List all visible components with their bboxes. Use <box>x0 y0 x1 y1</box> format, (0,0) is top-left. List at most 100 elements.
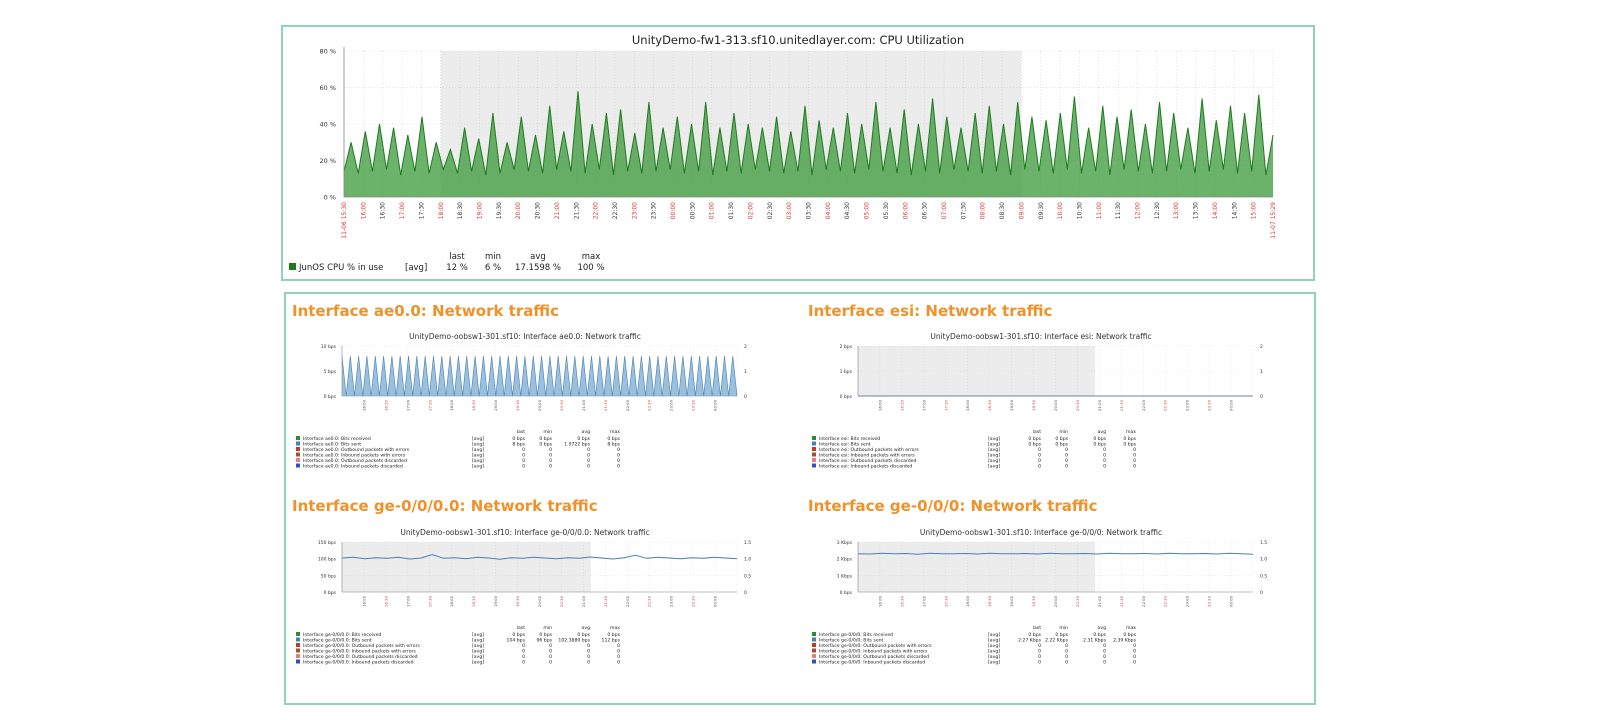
x-tick-label: 11:30 <box>1115 202 1122 219</box>
x-tick-label: 00:30 <box>689 202 696 219</box>
legend-value: 8 bps <box>607 442 620 448</box>
legend-value: 0 <box>1103 649 1106 655</box>
cpu-utilization-panel: UnityDemo-fw1-313.sf10.unitedlayer.com: … <box>281 25 1315 281</box>
y-right-tick-label: 1.5 <box>1260 540 1267 546</box>
legend-series-name: Interface ge-0/0/0.0: Bits received <box>303 632 382 638</box>
x-tick-label: 16:00 <box>877 399 882 411</box>
x-tick-label: 21:00 <box>554 202 561 219</box>
legend-value: 0 <box>587 660 590 666</box>
x-tick-label: 21:00 <box>581 595 586 607</box>
legend-value: 0 <box>1103 447 1106 453</box>
x-tick-label: 01:00 <box>709 202 716 219</box>
x-tick-label: 16:30 <box>899 595 904 607</box>
x-tick-label: 19:00 <box>476 202 483 219</box>
x-tick-label: 22:00 <box>593 202 600 219</box>
legend-value: 0 bps <box>577 436 590 442</box>
x-tick-label: 23:30 <box>691 595 696 607</box>
legend-series-name: Interface ae0.0: Outbound packets discar… <box>303 458 407 464</box>
x-tick-label: 20:00 <box>1053 399 1058 411</box>
legend-value: 0 bps <box>1055 442 1068 448</box>
legend-agg: [avg] <box>988 638 1000 644</box>
legend-value: 0 bps <box>539 632 552 638</box>
graph-title: UnityDemo-oobsw1-301.sf10: Interface ae0… <box>409 332 641 341</box>
legend-swatch <box>296 632 300 636</box>
legend-value: 0 bps <box>1093 436 1106 442</box>
graph-esi: UnityDemo-oobsw1-301.sf10: Interface esi… <box>806 330 1276 490</box>
y-tick-label: 1 bps <box>840 369 853 375</box>
legend-swatch <box>289 263 296 270</box>
legend-value: 0 <box>587 464 590 470</box>
legend-header: avg <box>1098 430 1107 435</box>
y-right-tick-label: 2 <box>1260 344 1263 350</box>
legend-header: last <box>517 625 525 631</box>
x-end-label: 11-07 15:29 <box>1270 202 1277 239</box>
legend-value: 0 <box>1065 654 1068 660</box>
legend-value: 0 <box>617 654 620 660</box>
legend-header: min <box>1059 625 1068 631</box>
x-tick-label: 05:30 <box>883 202 890 219</box>
legend-agg: [avg] <box>988 442 1000 448</box>
legend-value: 0 bps <box>1123 436 1136 442</box>
x-tick-label: 18:00 <box>965 595 970 607</box>
legend-value: 0 <box>549 464 552 470</box>
series-line <box>341 554 738 560</box>
legend-value: 0 <box>522 660 525 666</box>
x-tick-label: 10:00 <box>1057 202 1064 219</box>
legend-agg: [avg] <box>472 458 484 464</box>
legend-value: 2.31 Kbps <box>1083 638 1107 644</box>
x-tick-label: 22:00 <box>625 595 630 607</box>
legend-swatch <box>296 637 300 642</box>
x-tick-label: 21:30 <box>603 595 608 607</box>
x-tick-label: 20:00 <box>537 595 542 607</box>
x-tick-label: 23:00 <box>1185 399 1190 411</box>
x-tick-label: 17:30 <box>418 202 425 219</box>
legend-swatch <box>296 458 300 462</box>
legend-agg: [avg] <box>988 464 1000 470</box>
legend-swatch <box>812 643 816 647</box>
y-tick-label: 3 Kbps <box>837 540 853 546</box>
x-tick-label: 22:30 <box>647 399 652 411</box>
x-tick-label: 08:00 <box>980 202 987 219</box>
x-tick-label: 18:00 <box>449 399 454 411</box>
legend-value: 96 bps <box>536 638 552 644</box>
traffic-chart: 0 bps 1 Kbps 2 Kbps 3 Kbps 0 0.5 1.0 1.5 16:00 16… <box>812 540 1267 666</box>
x-tick-label: 20:30 <box>1075 399 1080 411</box>
legend-value: 0 <box>522 453 525 459</box>
legend-header: last <box>517 429 525 435</box>
legend-agg: [avg] <box>472 649 484 655</box>
legend-header: avg <box>530 252 546 262</box>
legend-header: min <box>485 252 501 262</box>
x-tick-label: 06:00 <box>902 202 909 219</box>
legend-agg: [avg] <box>988 643 1000 649</box>
x-tick-label: 20:30 <box>1075 595 1080 607</box>
legend-series-name: Interface ge-0/0/0.0: Inbound packets wi… <box>303 649 416 655</box>
x-tick-label: 15:00 <box>1251 202 1258 219</box>
y-right-tick-label: 1.0 <box>1260 557 1267 563</box>
legend-series-name: Interface ge-0/0/0: Bits sent <box>819 638 884 644</box>
legend-agg: [avg] <box>988 632 1000 638</box>
legend-swatch <box>812 648 816 653</box>
legend-value: 0 <box>587 453 590 459</box>
x-tick-label: 17:00 <box>399 202 406 219</box>
legend-agg: [avg] <box>988 660 1000 666</box>
legend-value: 100 % <box>577 263 604 273</box>
legend-header: avg <box>582 430 591 435</box>
legend-swatch <box>296 659 300 664</box>
y-tick-label: 1 Kbps <box>837 573 853 579</box>
section-title-ge-0-0-0-0: Interface ge-0/0/0.0: Network traffic <box>292 497 598 515</box>
cpu-utilization-chart: 0 % 20 % 40 % 60 % 80 % 11-06 15:30 16:00 16:30… <box>289 47 1277 273</box>
cpu-graph-title: UnityDemo-fw1-313.sf10.unitedlayer.com: … <box>631 33 965 47</box>
x-start-label: 11-06 15:30 <box>341 202 348 239</box>
legend-value: 0 <box>1133 447 1136 453</box>
y-right-tick-label: 1.0 <box>744 557 751 563</box>
legend-value: 112 bps <box>602 638 621 644</box>
legend-value: 0 <box>1133 643 1136 649</box>
legend-value: 0 <box>617 447 620 453</box>
legend-swatch <box>812 659 816 664</box>
legend-value: 0 bps <box>607 436 620 442</box>
legend-value: 0 <box>617 453 620 459</box>
x-tick-label: 17:00 <box>405 595 410 607</box>
legend-value: 1.9722 bps <box>564 442 590 448</box>
legend-value: 0 <box>1103 464 1106 470</box>
legend-header: max <box>1126 626 1136 631</box>
